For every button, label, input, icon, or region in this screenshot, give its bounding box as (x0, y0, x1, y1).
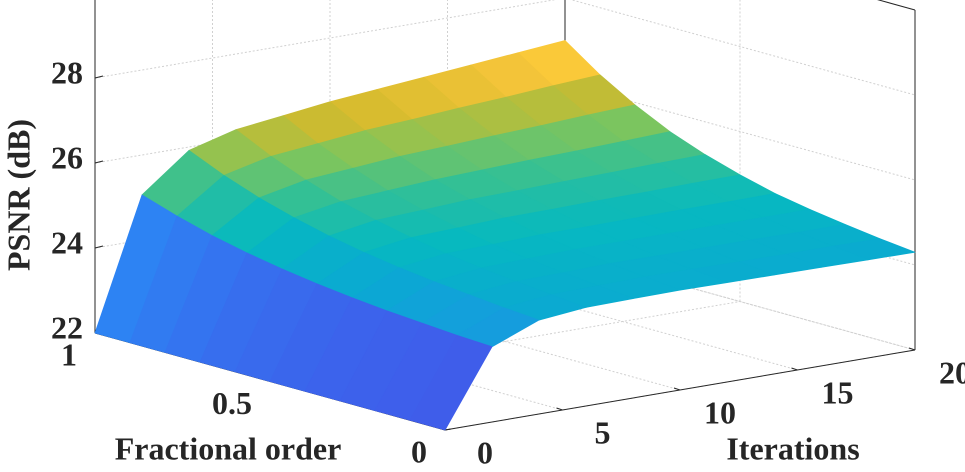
grid-line (329, 292, 681, 391)
tick-mark (673, 387, 681, 391)
tick-mark (94, 75, 104, 79)
x-tick-label: 5 (595, 414, 611, 450)
grid-line (570, 0, 916, 96)
x-axis-label: Iterations (726, 430, 859, 466)
y-tick-label: 0.5 (212, 385, 252, 421)
tick-mark (94, 245, 104, 249)
y-tick-label: 1 (61, 336, 77, 372)
z-tick-label: 22 (51, 309, 83, 345)
tick-mark (791, 367, 798, 371)
tick-mark (94, 160, 104, 164)
z-tick-label: 24 (51, 224, 83, 260)
surface-patch (409, 334, 493, 431)
grid-line (94, 0, 557, 79)
x-tick-label: 15 (822, 374, 854, 410)
tick-mark (908, 347, 916, 351)
surface (94, 40, 916, 431)
z-tick-label: 28 (51, 54, 83, 90)
labels: Fractional order Iterations PSNR (dB) (0, 119, 859, 466)
y-tick-label: 0 (411, 433, 427, 469)
grid-line (269, 301, 741, 382)
x-tick-label: 0 (477, 434, 493, 470)
y-axis-label: Fractional order (115, 430, 342, 466)
x-tick-label: 10 (704, 394, 736, 430)
tick-mark (444, 428, 452, 431)
tick-mark (556, 407, 563, 411)
z-tick-label: 26 (51, 139, 83, 175)
x-tick-label: 20 (939, 354, 965, 390)
z-axis-label: PSNR (dB) (0, 119, 36, 271)
